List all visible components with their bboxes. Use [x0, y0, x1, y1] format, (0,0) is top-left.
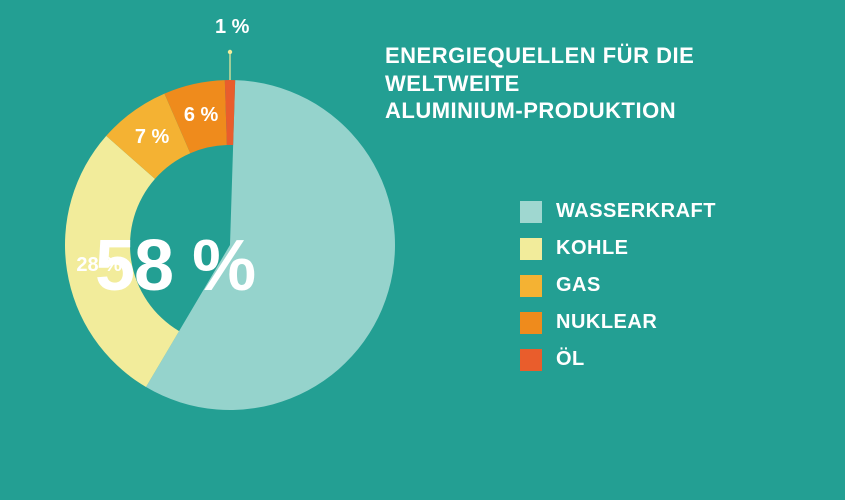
slice-label-gas: 7 % [127, 126, 177, 149]
title-line-2: ALUMINIUM-PRODUKTION [385, 98, 676, 123]
legend-item-nuklear: NUKLEAR [520, 311, 716, 334]
legend-swatch-oel [520, 349, 542, 371]
legend: WASSERKRAFT KOHLE GAS NUKLEAR ÖL [520, 200, 716, 385]
leader-dot-oil [228, 50, 232, 54]
slice-label-kohle: 28 % [74, 254, 124, 277]
legend-item-gas: GAS [520, 274, 716, 297]
legend-label-kohle: KOHLE [556, 237, 629, 260]
legend-swatch-gas [520, 275, 542, 297]
chart-title: ENERGIEQUELLEN FÜR DIE WELTWEITE ALUMINI… [385, 42, 805, 125]
legend-label-gas: GAS [556, 274, 601, 297]
legend-swatch-kohle [520, 238, 542, 260]
legend-label-oel: ÖL [556, 348, 585, 371]
title-line-1: ENERGIEQUELLEN FÜR DIE WELTWEITE [385, 43, 694, 96]
legend-item-kohle: KOHLE [520, 237, 716, 260]
legend-item-wasserkraft: WASSERKRAFT [520, 200, 716, 223]
legend-label-nuklear: NUKLEAR [556, 311, 657, 334]
slice-label-nuklear: 6 % [176, 104, 226, 127]
legend-item-oel: ÖL [520, 348, 716, 371]
legend-swatch-nuklear [520, 312, 542, 334]
legend-swatch-wasserkraft [520, 201, 542, 223]
leader-label-oil: 1 % [215, 16, 249, 39]
legend-label-wasserkraft: WASSERKRAFT [556, 200, 716, 223]
